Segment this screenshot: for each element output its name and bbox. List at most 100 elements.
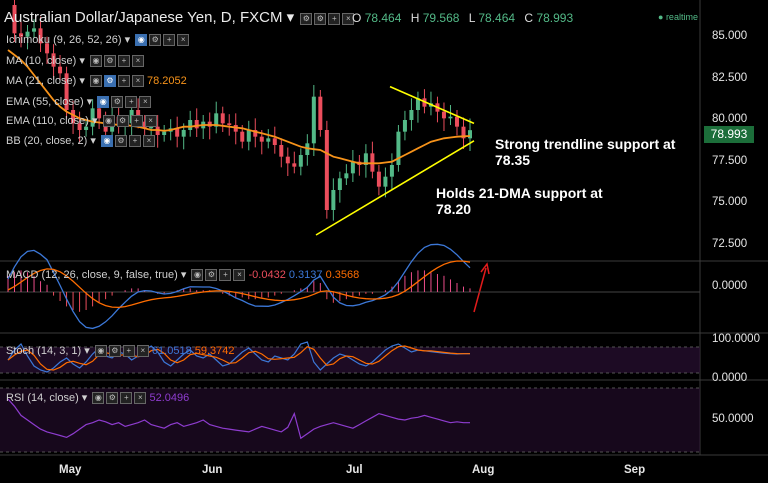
indicator-ema55[interactable]: EMA (55, close) ▾ ◉ ⚙ + × <box>6 95 152 109</box>
add-icon[interactable]: + <box>125 96 138 109</box>
add-icon[interactable]: + <box>128 135 141 148</box>
add-icon[interactable]: + <box>163 34 176 47</box>
settings-icon[interactable]: ⚙ <box>106 392 119 405</box>
eye-icon[interactable]: ◉ <box>92 392 105 405</box>
realtime-badge: ● realtime <box>658 12 698 22</box>
eye-icon[interactable]: ◉ <box>191 269 204 282</box>
indicator-ma10[interactable]: MA (10, close) ▾ ◉ ⚙ + × <box>6 54 144 68</box>
candle-body <box>285 156 290 164</box>
candle-body <box>214 113 219 127</box>
candle-body <box>246 130 251 142</box>
eye-icon[interactable]: ◉ <box>102 115 115 128</box>
candle-body <box>227 123 232 125</box>
close-icon[interactable]: × <box>177 34 190 47</box>
candle-body <box>240 131 245 142</box>
candle-body <box>396 131 401 165</box>
dropdown-icon[interactable]: ▾ <box>286 9 295 26</box>
close-icon[interactable]: × <box>142 135 155 148</box>
grid <box>0 0 768 456</box>
macd-legend[interactable]: MACD (12, 26, close, 9, false, true) ▾ ◉… <box>6 269 360 282</box>
candle-body <box>220 113 225 124</box>
candle-body <box>194 120 199 129</box>
add-icon[interactable]: + <box>328 12 341 25</box>
macd-hist-value: -0.0432 <box>248 269 286 281</box>
candle-body <box>337 178 342 190</box>
stoch-tick-high: 100.0000 <box>712 333 760 345</box>
candle-body <box>266 138 271 142</box>
candle-body <box>51 53 56 67</box>
rsi-tick: 50.0000 <box>712 413 754 425</box>
eye-icon[interactable]: ◉ <box>94 345 107 358</box>
add-icon[interactable]: + <box>122 345 135 358</box>
eye-icon[interactable]: ◉ <box>97 96 110 109</box>
stoch-pane <box>7 341 470 373</box>
close-icon[interactable]: × <box>136 345 149 358</box>
x-tick: May <box>59 464 82 476</box>
add-icon[interactable]: + <box>117 55 130 68</box>
candle-body <box>188 120 193 130</box>
candle-body <box>363 153 368 165</box>
close-icon[interactable]: × <box>131 55 144 68</box>
price-tick: 82.500 <box>712 72 748 84</box>
close-icon[interactable]: × <box>144 115 157 128</box>
chart-title: Australian Dollar/Japanese Yen, D, FXCM … <box>4 8 355 27</box>
macd-arrow <box>473 267 487 313</box>
candle-body <box>324 130 329 210</box>
eye-icon[interactable]: ◉ <box>89 75 102 88</box>
candle-body <box>84 126 89 130</box>
macd-arrow-head <box>480 262 490 275</box>
trendline-resistance <box>389 85 475 125</box>
add-icon[interactable]: + <box>130 115 143 128</box>
rsi-line <box>7 398 470 440</box>
annotation-trendline: Strong trendline support at 78.35 <box>495 136 676 168</box>
candle-body <box>383 176 388 187</box>
gear-icon[interactable]: ⚙ <box>314 12 327 25</box>
add-icon[interactable]: + <box>219 269 232 282</box>
annotation-dma: Holds 21-DMA support at 78.20 <box>436 185 603 217</box>
settings-icon[interactable]: ⚙ <box>149 34 162 47</box>
price-tick: 75.000 <box>712 196 748 208</box>
stoch-d-value: 59.3742 <box>194 345 235 357</box>
indicator-ema110[interactable]: EMA (110, close) ▾ ◉ ⚙ + × <box>6 114 157 128</box>
ma21-line <box>7 49 471 165</box>
settings-icon[interactable]: ⚙ <box>108 345 121 358</box>
add-icon[interactable]: + <box>117 75 130 88</box>
close-icon[interactable]: × <box>134 392 147 405</box>
settings-icon[interactable]: ⚙ <box>205 269 218 282</box>
eye-icon[interactable]: ◉ <box>89 55 102 68</box>
close-icon[interactable]: × <box>342 12 355 25</box>
settings-icon[interactable]: ⚙ <box>300 12 313 25</box>
settings-icon[interactable]: ⚙ <box>111 96 124 109</box>
indicator-ma21[interactable]: MA (21, close) ▾ ◉ ⚙ + × 78.2052 <box>6 75 187 88</box>
rsi-value: 52.0496 <box>149 392 190 404</box>
add-icon[interactable]: + <box>120 392 133 405</box>
price-tick: 72.500 <box>712 238 748 250</box>
settings-icon[interactable]: ⚙ <box>103 55 116 68</box>
candle-body <box>468 130 472 139</box>
candle-body <box>389 165 394 177</box>
candle-body <box>409 110 414 120</box>
candle-body <box>272 138 277 145</box>
close-icon[interactable]: × <box>233 269 246 282</box>
settings-icon[interactable]: ⚙ <box>116 115 129 128</box>
candle-body <box>461 126 466 139</box>
candle-body <box>90 108 95 127</box>
macd-signal-value: 0.3568 <box>325 269 360 281</box>
candle-body <box>441 111 446 119</box>
eye-icon[interactable]: ◉ <box>100 135 113 148</box>
stoch-legend[interactable]: Stoch (14, 3, 1) ▾ ◉ ⚙ + × 61.0518 59.3742 <box>6 345 235 358</box>
indicator-ichimoku[interactable]: Ichimoku (9, 26, 52, 26) ▾ ◉ ⚙ + × <box>6 33 190 47</box>
candle-body <box>77 123 82 130</box>
eye-icon[interactable]: ◉ <box>135 34 148 47</box>
indicator-bb[interactable]: BB (20, close, 2) ▾ ◉ ⚙ + × <box>6 134 155 148</box>
close-icon[interactable]: × <box>131 75 144 88</box>
settings-icon[interactable]: ⚙ <box>114 135 127 148</box>
candle-body <box>45 43 50 54</box>
close-icon[interactable]: × <box>139 96 152 109</box>
candle-body <box>259 136 264 142</box>
settings-icon[interactable]: ⚙ <box>103 75 116 88</box>
rsi-legend[interactable]: RSI (14, close) ▾ ◉ ⚙ + × 52.0496 <box>6 392 190 405</box>
candle-body <box>25 31 30 37</box>
candle-body <box>331 190 336 210</box>
